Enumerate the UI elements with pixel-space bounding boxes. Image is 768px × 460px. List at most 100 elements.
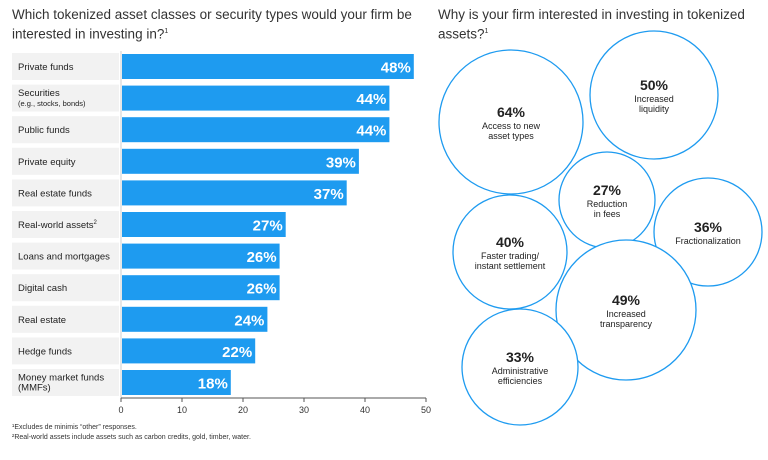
category-background	[12, 147, 119, 175]
left-title-text: Which tokenized asset classes or securit…	[12, 7, 412, 42]
bar	[122, 370, 231, 395]
bubble: 40%Faster trading/instant settlement	[452, 194, 568, 310]
bar-row: Securities(e.g., stocks, bonds) 44%	[12, 84, 390, 112]
bubble-value: 40%	[496, 234, 525, 250]
category-label: Private funds	[18, 62, 74, 73]
bubble-circle	[653, 177, 763, 287]
category-label: Digital cash	[18, 283, 67, 294]
bubble-label: Fractionalization	[675, 236, 741, 246]
bubble-value: 36%	[694, 219, 723, 235]
bubble-circle	[555, 239, 697, 381]
bar-value-label: 39%	[326, 154, 356, 171]
bubble-label: Access to new	[482, 121, 541, 131]
left-chart-title: Which tokenized asset classes or securit…	[12, 6, 432, 43]
category-sublabel: (e.g., stocks, bonds)	[18, 99, 86, 108]
bar-row: Real-world assets2 27%	[12, 211, 286, 238]
bar-value-label: 18%	[198, 376, 228, 393]
right-title-footnote-marker: 1	[484, 28, 489, 35]
bar-row: Private funds 48%	[12, 53, 414, 80]
bar-value-label: 24%	[234, 312, 264, 329]
category-background	[12, 274, 119, 302]
bar-value-label: 22%	[222, 344, 252, 361]
bubble-value: 64%	[497, 104, 526, 120]
bubble-label: Increased	[606, 309, 646, 319]
left-title-footnote-marker: 1	[164, 28, 169, 35]
bubble-value: 50%	[640, 77, 669, 93]
bar-value-label: 26%	[247, 249, 277, 266]
bar-row: Money market funds(MMFs) 18%	[12, 369, 231, 396]
category-background	[12, 242, 119, 270]
category-label: Private equity	[18, 157, 76, 168]
bubble-circle	[438, 49, 584, 195]
footnote-2: ²Real-world assets include assets such a…	[12, 434, 251, 441]
category-label: Real estate funds	[18, 188, 92, 199]
bar-value-label: 26%	[247, 281, 277, 298]
bubble-label: transparency	[600, 319, 653, 329]
category-background	[12, 305, 119, 333]
x-tick-label: 10	[177, 405, 187, 415]
bubble-value: 33%	[506, 349, 535, 365]
category-label: Loans and mortgages	[18, 252, 110, 263]
bar	[122, 243, 280, 269]
x-tick-label: 40	[360, 405, 370, 415]
bar-row: Real estate funds 37%	[12, 179, 347, 207]
bubble: 36%Fractionalization	[653, 177, 763, 287]
bubble-label: instant settlement	[475, 261, 546, 271]
bar-value-label: 27%	[253, 218, 283, 235]
category-background	[12, 337, 119, 365]
x-tick-label: 20	[238, 405, 248, 415]
bubble-circle	[461, 308, 579, 426]
category-label: Money market funds	[18, 373, 104, 384]
x-tick-label: 50	[421, 405, 431, 415]
x-tick-label: 30	[299, 405, 309, 415]
category-background	[12, 116, 119, 144]
right-chart-title: Why is your firm interested in investing…	[438, 6, 758, 43]
bubble-label: efficiencies	[498, 376, 543, 386]
category-label: Real estate	[18, 315, 66, 326]
bubble-label: Faster trading/	[481, 251, 540, 261]
bar	[122, 275, 280, 301]
bar-value-label: 48%	[381, 60, 411, 77]
bar-value-label: 37%	[314, 186, 344, 203]
bar-row: Private equity 39%	[12, 147, 359, 175]
category-label: Securities	[18, 88, 60, 99]
bar-row: Real estate 24%	[12, 305, 268, 333]
bubble-value: 27%	[593, 182, 622, 198]
bar	[122, 212, 286, 237]
category-background	[12, 53, 119, 80]
bubble-label: liquidity	[639, 104, 670, 114]
bubble-label: Increased	[634, 94, 674, 104]
bubble-label: in fees	[594, 209, 621, 219]
category-background	[12, 84, 119, 112]
bar-row: Digital cash 26%	[12, 274, 280, 302]
bubble-label: asset types	[488, 131, 534, 141]
bar-value-label: 44%	[356, 123, 386, 140]
bubble-label: Administrative	[492, 366, 549, 376]
bar	[122, 338, 256, 364]
bar	[122, 306, 268, 332]
bar	[122, 85, 390, 111]
category-background	[12, 369, 119, 396]
footnote-1: ¹Excludes de minimis “other” responses.	[12, 424, 137, 431]
bar-row: Loans and mortgages 26%	[12, 242, 280, 270]
x-tick-label: 0	[118, 405, 123, 415]
category-background	[12, 179, 119, 207]
bar	[122, 54, 414, 79]
category-background	[12, 211, 119, 238]
bubble-label: Reduction	[587, 199, 628, 209]
bar	[122, 148, 359, 174]
bubble-circle	[452, 194, 568, 310]
bar-row: Public funds 44%	[12, 116, 390, 144]
right-title-text: Why is your firm interested in investing…	[438, 7, 745, 42]
asset-class-bar-chart: Private funds 48% Securities(e.g., stocks,…	[12, 51, 431, 415]
bar-value-label: 44%	[356, 91, 386, 108]
category-label: Public funds	[18, 125, 70, 136]
category-sublabel: (MMFs)	[18, 383, 51, 394]
bar	[122, 180, 347, 206]
